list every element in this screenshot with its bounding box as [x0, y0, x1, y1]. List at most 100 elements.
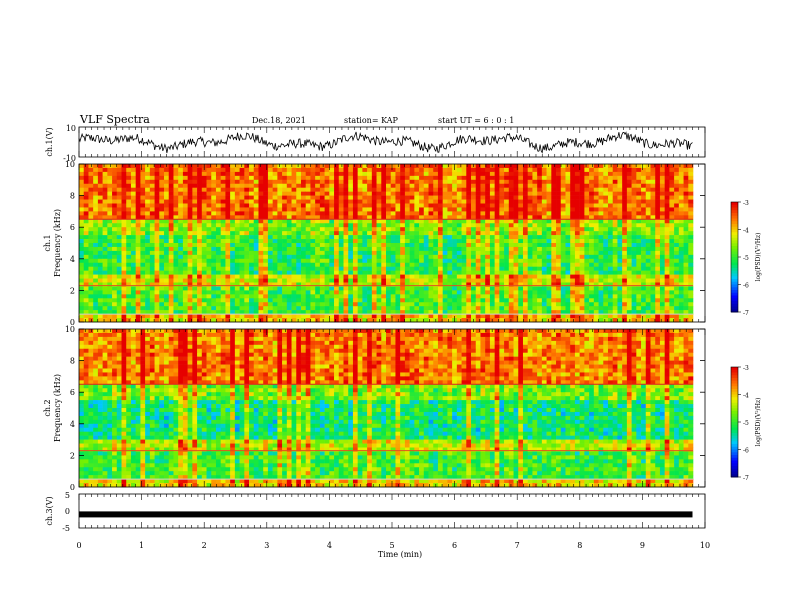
spectrogram-cell	[277, 266, 283, 271]
spectrogram-cell	[688, 219, 694, 224]
spectrogram-cell	[419, 207, 425, 212]
spectrogram-cell	[286, 199, 292, 204]
spectrogram-cell	[112, 286, 118, 291]
spectrogram-cell	[277, 211, 283, 216]
spectrogram-cell	[253, 199, 259, 204]
spectrogram-cell	[154, 294, 160, 299]
spectrogram-cell	[466, 211, 472, 216]
spectrogram-cell	[164, 239, 170, 244]
spectrogram-cell	[593, 310, 599, 315]
spectrogram-cell	[145, 286, 151, 291]
spectrogram-cell	[367, 191, 373, 196]
spectrogram-cell	[239, 246, 245, 252]
spectrogram-cell	[456, 274, 462, 279]
spectrogram-cell	[272, 266, 278, 271]
spectrogram-cell	[683, 282, 689, 287]
spectrogram-cell	[140, 274, 146, 279]
spectrogram-cell	[489, 298, 495, 303]
spectrogram-cell	[376, 278, 382, 283]
spectrogram-cell	[192, 219, 198, 224]
spectrogram-cell	[456, 187, 462, 192]
spectrogram-cell	[253, 314, 259, 319]
spectrogram-cell	[267, 274, 273, 279]
spectrogram-cell	[348, 231, 354, 236]
spectrogram-cell	[669, 175, 675, 181]
spectrogram-cell	[324, 290, 330, 295]
spectrogram-cell	[140, 306, 146, 311]
spectrogram-cell	[631, 227, 637, 232]
spectrogram-cell	[149, 199, 155, 204]
spectrogram-cell	[475, 290, 481, 295]
spectrogram-cell	[414, 219, 420, 224]
spectrogram-cell	[102, 187, 108, 192]
spectrogram-cell	[182, 211, 188, 216]
spectrogram-cell	[206, 227, 212, 232]
spectrogram-cell	[126, 187, 132, 192]
spectrogram-cell	[589, 207, 595, 212]
spectrogram-cell	[475, 211, 481, 216]
spectrogram-cell	[598, 262, 604, 267]
spectrogram-cell	[546, 207, 552, 212]
spectrogram-cell	[456, 199, 462, 204]
spectrogram-cell	[121, 290, 127, 295]
spectrogram-cell	[527, 310, 533, 315]
spectrogram-cell	[645, 179, 651, 185]
spectrogram-cell	[159, 270, 165, 275]
spectrogram-cell	[584, 290, 590, 295]
spectrogram-cell	[688, 187, 694, 192]
spectrogram-cell	[598, 227, 604, 232]
spectrogram-cell	[546, 270, 552, 275]
spectrogram-cell	[201, 266, 207, 271]
spectrogram-cell	[182, 187, 188, 192]
spectrogram-cell	[305, 266, 311, 271]
spectrogram-cell	[570, 191, 576, 196]
spectrogram-cell	[560, 179, 566, 185]
spectrogram-cell	[433, 219, 439, 224]
spectrogram-cell	[598, 306, 604, 311]
spectrogram-cell	[499, 235, 505, 240]
spectrogram-cell	[192, 270, 198, 275]
spectrogram-cell	[641, 310, 647, 315]
spectrogram-cell	[631, 246, 637, 252]
spectrogram-cell	[187, 235, 193, 240]
spectrogram-cell	[93, 167, 99, 173]
spectrogram-cell	[149, 250, 155, 256]
spectrogram-cell	[546, 199, 552, 204]
spectrogram-cell	[338, 195, 344, 200]
spectrogram-cell	[135, 231, 141, 236]
spectrogram-cell	[164, 179, 170, 185]
spectrogram-cell	[423, 175, 429, 181]
spectrogram-cell	[324, 258, 330, 264]
spectrogram-cell	[400, 250, 406, 256]
spectrogram-cell	[570, 183, 576, 188]
spectrogram-cell	[348, 302, 354, 307]
spectrogram-cell	[192, 235, 198, 240]
spectrogram-cell	[79, 298, 85, 303]
spectrogram-cell	[253, 175, 259, 181]
spectrogram-cell	[263, 231, 269, 236]
spectrogram-cell	[456, 227, 462, 232]
spectrogram-cell	[83, 314, 89, 319]
spectrogram-cell	[140, 298, 146, 303]
spectrogram-cell	[456, 239, 462, 244]
spectrogram-cell	[489, 191, 495, 196]
spectrogram-cell	[371, 199, 377, 204]
spectrogram-cell	[310, 164, 316, 169]
spectrogram-cell	[164, 175, 170, 181]
spectrogram-cell	[310, 274, 316, 279]
spectrogram-cell	[367, 231, 373, 236]
spectrogram-cell	[220, 207, 226, 212]
spectrogram-cell	[456, 286, 462, 291]
spectrogram-cell	[145, 310, 151, 315]
spectrogram-cell	[201, 199, 207, 204]
spectrogram-cell	[178, 239, 184, 244]
spectrogram-cell	[504, 278, 510, 283]
spectrogram-cell	[551, 306, 557, 311]
spectrogram-cell	[655, 223, 661, 228]
spectrogram-cell	[272, 211, 278, 216]
spectrogram-cell	[319, 231, 325, 236]
spectrogram-cell	[107, 203, 113, 208]
spectrogram-cell	[79, 227, 85, 232]
spectrogram-cell	[504, 223, 510, 228]
spectrogram-cell	[593, 211, 599, 216]
